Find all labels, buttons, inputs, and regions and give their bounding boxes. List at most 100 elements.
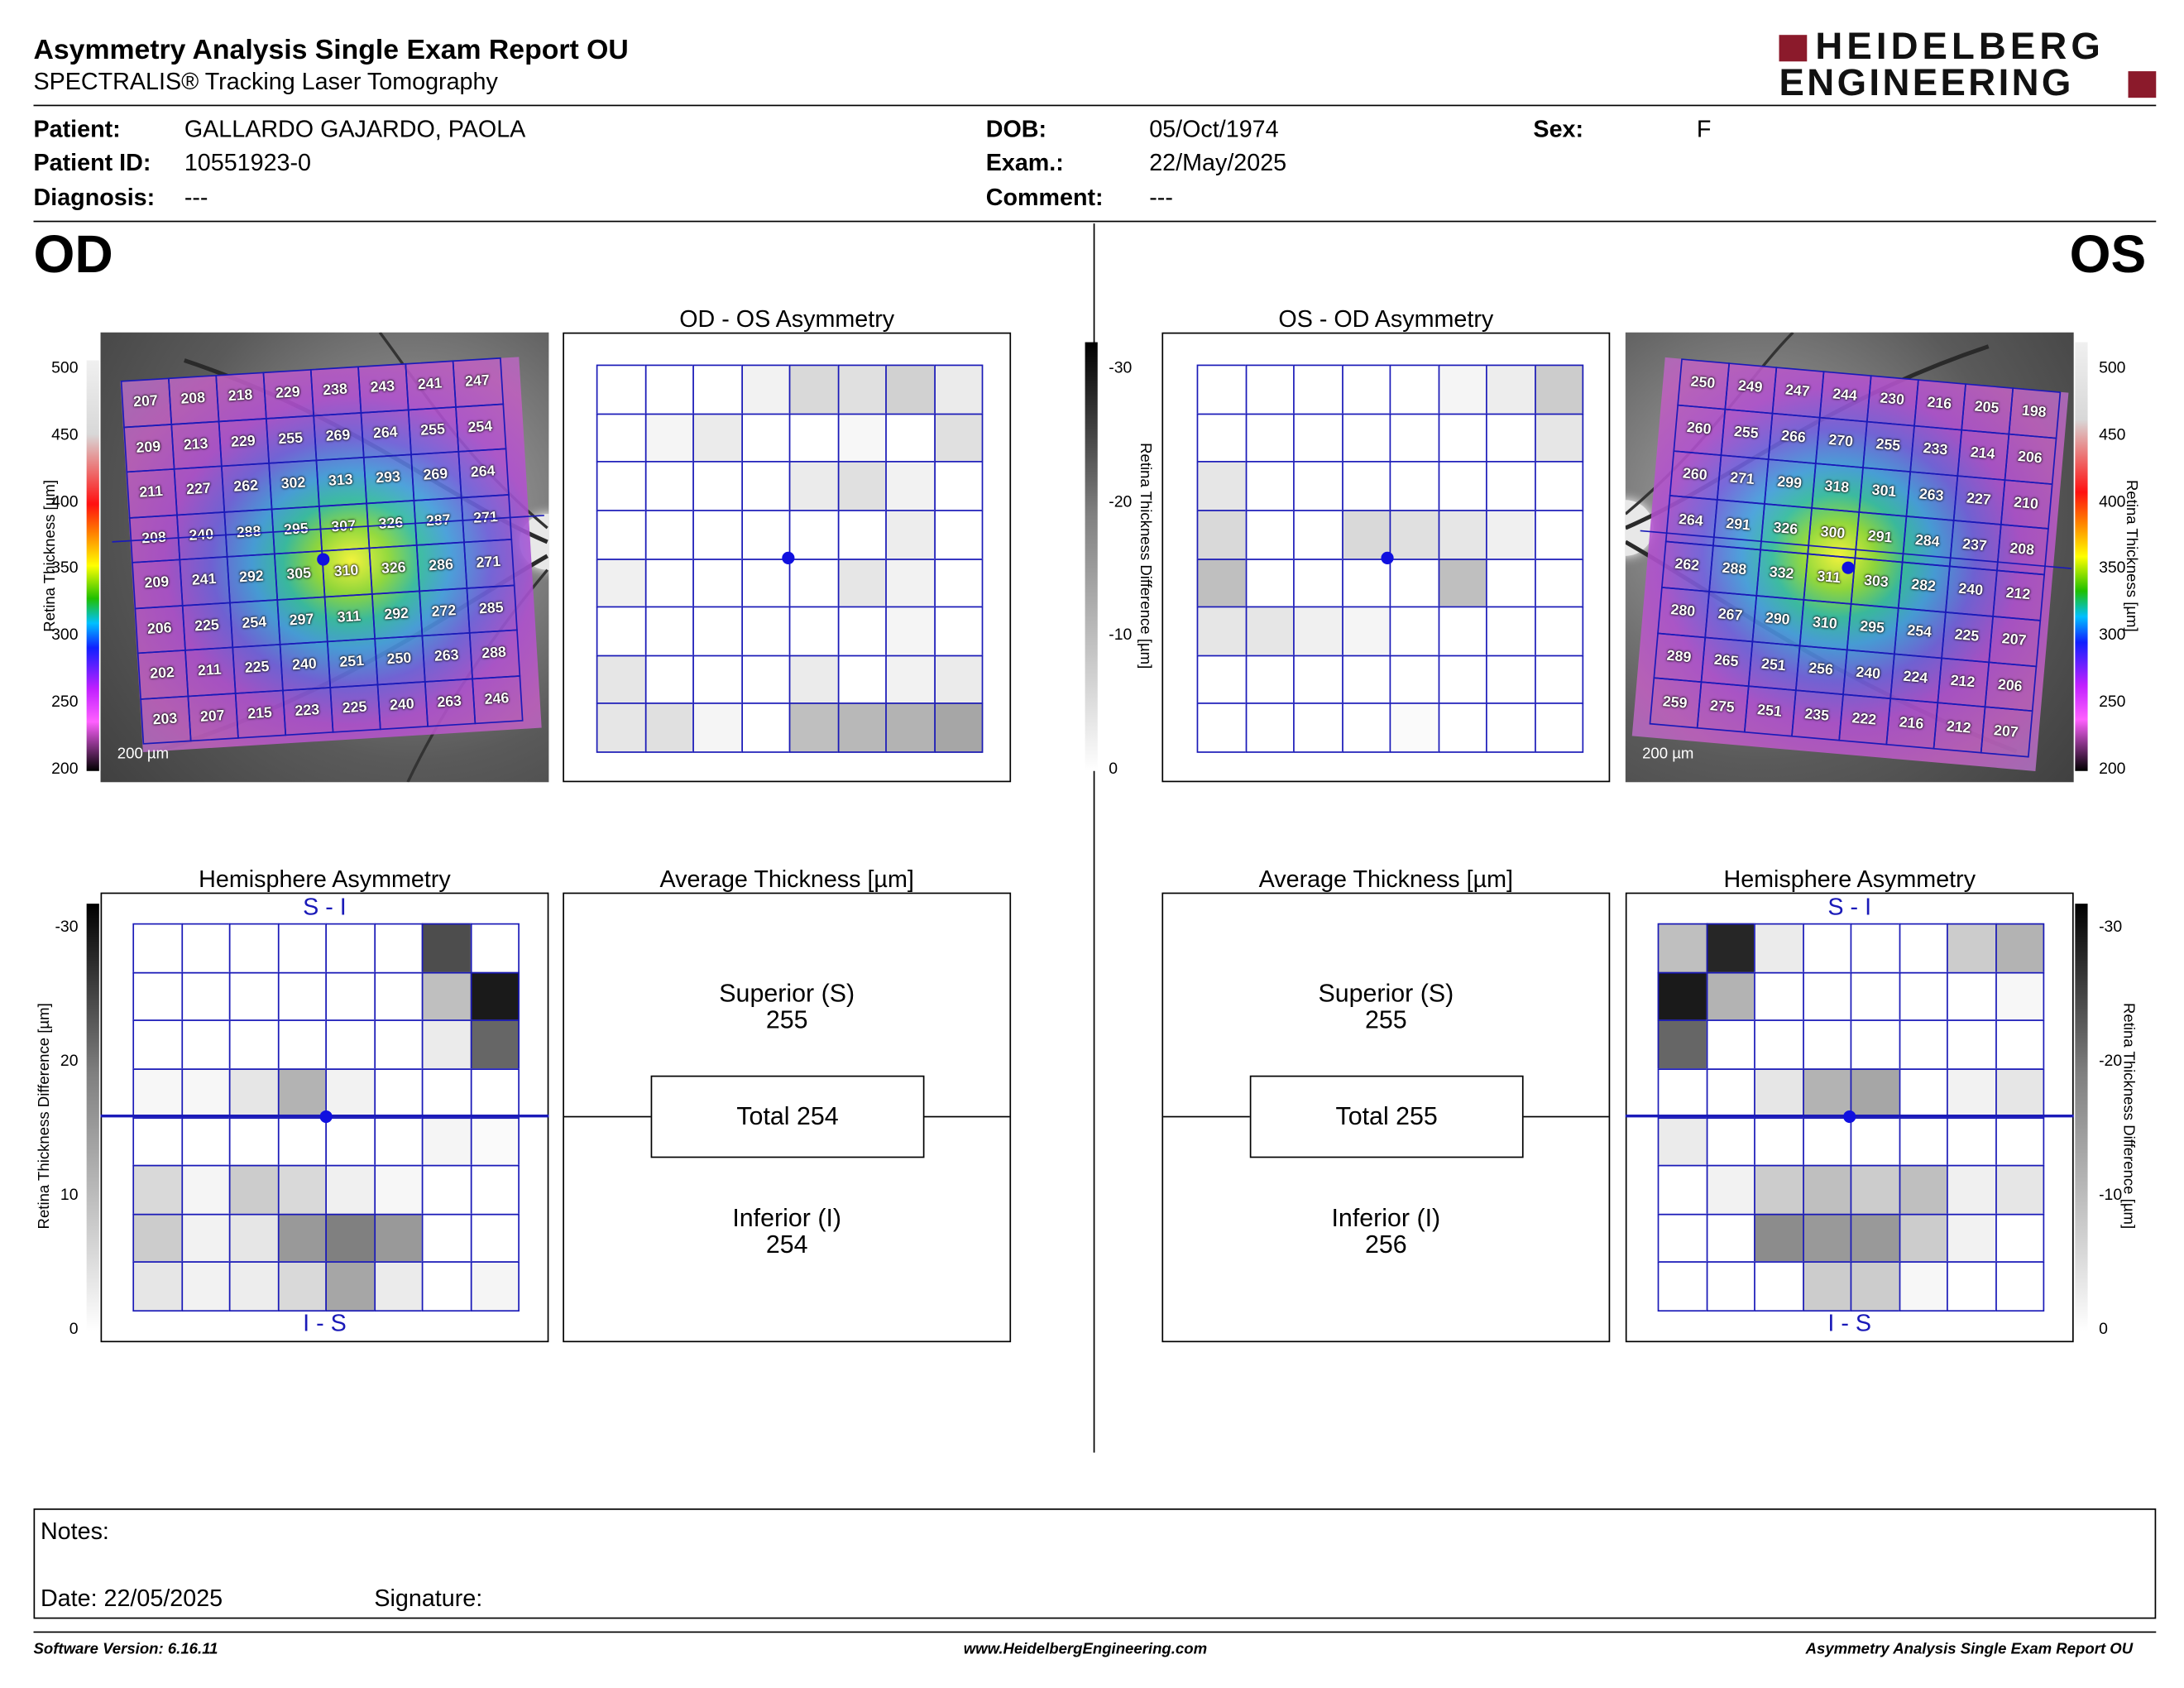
os-agrid-cell xyxy=(1486,461,1535,511)
thickness-value: 255 xyxy=(277,429,304,448)
os-hgrid-cell xyxy=(1802,1068,1852,1119)
thickness-value: 249 xyxy=(1736,377,1764,397)
thickness-value: 227 xyxy=(185,480,212,499)
os-hgrid-cell xyxy=(1898,1165,1948,1216)
od-hgrid-cell xyxy=(132,1019,183,1070)
thickness-value: 210 xyxy=(2013,494,2039,513)
thickness-value: 305 xyxy=(285,565,312,584)
od-agrid-cell xyxy=(788,364,839,415)
od-hgrid-cell xyxy=(325,1261,376,1312)
os-hgrid-cell xyxy=(1898,1261,1948,1312)
od-inferior-label: Inferior (I) xyxy=(732,1204,842,1232)
notes-box[interactable] xyxy=(33,1508,2157,1619)
os-hgrid-cell xyxy=(1850,1068,1900,1119)
thickness-value: 225 xyxy=(1953,626,1980,646)
od-agrid-cell xyxy=(692,655,743,705)
thickness-value: 240 xyxy=(1957,581,1984,600)
thickness-value: 264 xyxy=(470,463,496,482)
od-agrid-cell xyxy=(692,509,743,560)
patient-divider xyxy=(33,220,2157,223)
os-agrid-cell xyxy=(1437,509,1487,560)
od-agrid-cell xyxy=(933,509,984,560)
od-hgrid-cell xyxy=(228,923,279,973)
os-hgrid-cell xyxy=(1705,1261,1755,1312)
od-agrid-cell xyxy=(740,461,791,511)
od-hgrid-cell xyxy=(228,971,279,1022)
od-agrid-cell xyxy=(644,655,694,705)
thickness-value: 289 xyxy=(1665,647,1693,667)
thickness-value: 293 xyxy=(375,468,401,487)
od-hgrid-cell xyxy=(132,1068,183,1119)
os-hgrid-cell xyxy=(1802,1116,1852,1167)
thickness-value: 212 xyxy=(1949,672,1976,692)
os-fundus-image: 250 249 247 244 230 216 205 198 260 255 266 270 255 2… xyxy=(1625,332,2074,783)
scale-tick-label: 0 xyxy=(2099,1321,2108,1339)
os-hgrid-cell xyxy=(1754,1261,1804,1312)
thickness-value: 263 xyxy=(436,692,462,711)
thickness-value: 207 xyxy=(1993,722,2019,741)
od-agrid-cell xyxy=(740,364,791,415)
od-hgrid-cell xyxy=(421,1116,472,1167)
od-agrid-cell xyxy=(836,364,887,415)
os-agrid-cell xyxy=(1341,461,1391,511)
thickness-value: 318 xyxy=(1823,477,1850,496)
od-agrid-cell xyxy=(933,558,984,608)
scale-tick-label: 200 xyxy=(51,760,79,778)
od-hgrid-cell xyxy=(373,1019,424,1070)
thickness-value: 301 xyxy=(1870,482,1898,501)
od-agrid-cell xyxy=(740,703,791,753)
thickness-value: 214 xyxy=(1970,444,1996,463)
od-hgrid-cell xyxy=(373,1213,424,1264)
od-agrid-cell xyxy=(788,509,839,560)
os-agrid-cell xyxy=(1389,413,1439,463)
exam-date: 22/May/2025 xyxy=(1149,149,1287,176)
thickness-value: 288 xyxy=(1721,560,1747,579)
od-hgrid-cell xyxy=(132,971,183,1022)
thickness-value: 286 xyxy=(428,556,454,575)
od-hgrid-cell xyxy=(180,1261,231,1312)
thickness-value: 208 xyxy=(2009,539,2035,559)
os-total-box: Total 255 xyxy=(1249,1075,1524,1158)
od-agrid-cell xyxy=(885,558,936,608)
od-hgrid-cell xyxy=(325,923,376,973)
scale-tick-label: 20 xyxy=(60,1053,79,1071)
os-agrid-cell xyxy=(1437,606,1487,656)
od-thickness-grid: 207 208 218 229 238 243 241 247 209 213 229 255 269 2… xyxy=(120,357,524,745)
os-agrid-cell xyxy=(1437,461,1487,511)
dob-value: 05/Oct/1974 xyxy=(1149,116,1279,143)
thickness-value: 271 xyxy=(1729,469,1755,488)
os-hgrid-cell xyxy=(1705,923,1755,973)
scale-tick-label: 250 xyxy=(2099,693,2126,712)
os-agrid-cell xyxy=(1244,703,1295,753)
thickness-value: 295 xyxy=(1859,618,1885,637)
thickness-value: 240 xyxy=(389,695,415,714)
thickness-value: 267 xyxy=(1717,606,1744,625)
scale-tick-label: 350 xyxy=(51,560,79,578)
os-agrid-cell xyxy=(1196,461,1247,511)
os-inferior-value: 256 xyxy=(1364,1230,1407,1259)
os-agrid-cell xyxy=(1293,703,1343,753)
od-hgrid-cell xyxy=(228,1261,279,1312)
od-agrid-cell xyxy=(596,364,646,415)
od-hgrid-cell xyxy=(277,1019,327,1070)
os-agrid-cell xyxy=(1437,655,1487,705)
od-hgrid-cell xyxy=(421,1165,472,1216)
os-hgrid-cell xyxy=(1754,923,1804,973)
od-hgrid-cell xyxy=(470,1165,520,1216)
od-agrid-cell xyxy=(596,413,646,463)
od-hgrid-cell xyxy=(325,1213,376,1264)
thickness-value: 275 xyxy=(1709,697,1736,717)
thickness-value: 255 xyxy=(1733,423,1760,443)
thickness-value: 263 xyxy=(1918,486,1945,505)
od-agrid-cell xyxy=(644,364,694,415)
thickness-value: 225 xyxy=(244,659,271,678)
thickness-value: 264 xyxy=(372,423,399,442)
os-eye-label: OS xyxy=(2069,226,2147,285)
website-link[interactable]: www.HeidelbergEngineering.com xyxy=(963,1641,1208,1658)
od-hgrid-cell xyxy=(132,923,183,973)
os-hgrid-cell xyxy=(1657,1213,1707,1264)
notes-date: Date: 22/05/2025 xyxy=(40,1585,223,1612)
thickness-value: 208 xyxy=(180,390,206,409)
os-agrid-cell xyxy=(1196,413,1247,463)
os-agrid-cell xyxy=(1293,364,1343,415)
